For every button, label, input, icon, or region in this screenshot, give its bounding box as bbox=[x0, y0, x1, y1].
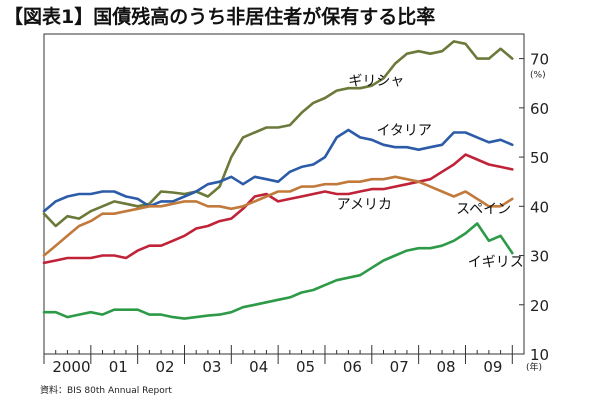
x-tick-label: 07 bbox=[390, 358, 409, 376]
y-tick-label: 10 bbox=[530, 346, 549, 364]
plot-frame bbox=[43, 33, 525, 355]
y-tick-label: 30 bbox=[530, 248, 549, 266]
y-unit-label: (%) bbox=[530, 71, 546, 81]
series-line-3 bbox=[42, 153, 514, 265]
y-tick-label: 40 bbox=[530, 198, 549, 216]
series-layer bbox=[42, 40, 514, 320]
series-line-4 bbox=[42, 175, 514, 257]
series-line-6 bbox=[42, 222, 514, 320]
series-line-1 bbox=[42, 40, 514, 228]
series-label-5: スペイン bbox=[456, 202, 511, 218]
x-tick-label: 04 bbox=[249, 358, 268, 376]
x-tick-label: 2000 bbox=[52, 358, 90, 376]
y-tick-label: 50 bbox=[530, 149, 549, 167]
source-note: 資料：BIS 80th Annual Report bbox=[40, 386, 172, 396]
chart-title: 【図表1】国債残高のうち非居住者が保有する比率 bbox=[4, 6, 436, 28]
series-line-2 bbox=[42, 128, 514, 213]
y-tick-label: 70 bbox=[530, 51, 549, 69]
y-tick-label: 60 bbox=[530, 100, 549, 118]
series-label-2: イタリア bbox=[376, 123, 431, 139]
series-label-4: アメリカ bbox=[337, 197, 392, 213]
plot-border bbox=[43, 33, 525, 355]
x-tick-label: 02 bbox=[156, 358, 175, 376]
x-tick-label: 08 bbox=[437, 358, 456, 376]
y-tick-label: 20 bbox=[530, 297, 549, 315]
x-tick-label: 05 bbox=[296, 358, 315, 376]
series-label-1: ギリシャ bbox=[348, 74, 404, 90]
series-label-6: イギリス bbox=[468, 254, 524, 270]
x-unit-label: (年) bbox=[526, 361, 542, 373]
x-tick-label: 09 bbox=[483, 358, 502, 376]
x-tick-label: 01 bbox=[109, 358, 128, 376]
axes: 10 20 30 40 50 60 70 (%) 2000 01 02 03 04 05 06 07 08 09 (… bbox=[43, 51, 549, 376]
x-tick-label: 03 bbox=[202, 358, 221, 376]
x-tick-label: 06 bbox=[343, 358, 362, 376]
